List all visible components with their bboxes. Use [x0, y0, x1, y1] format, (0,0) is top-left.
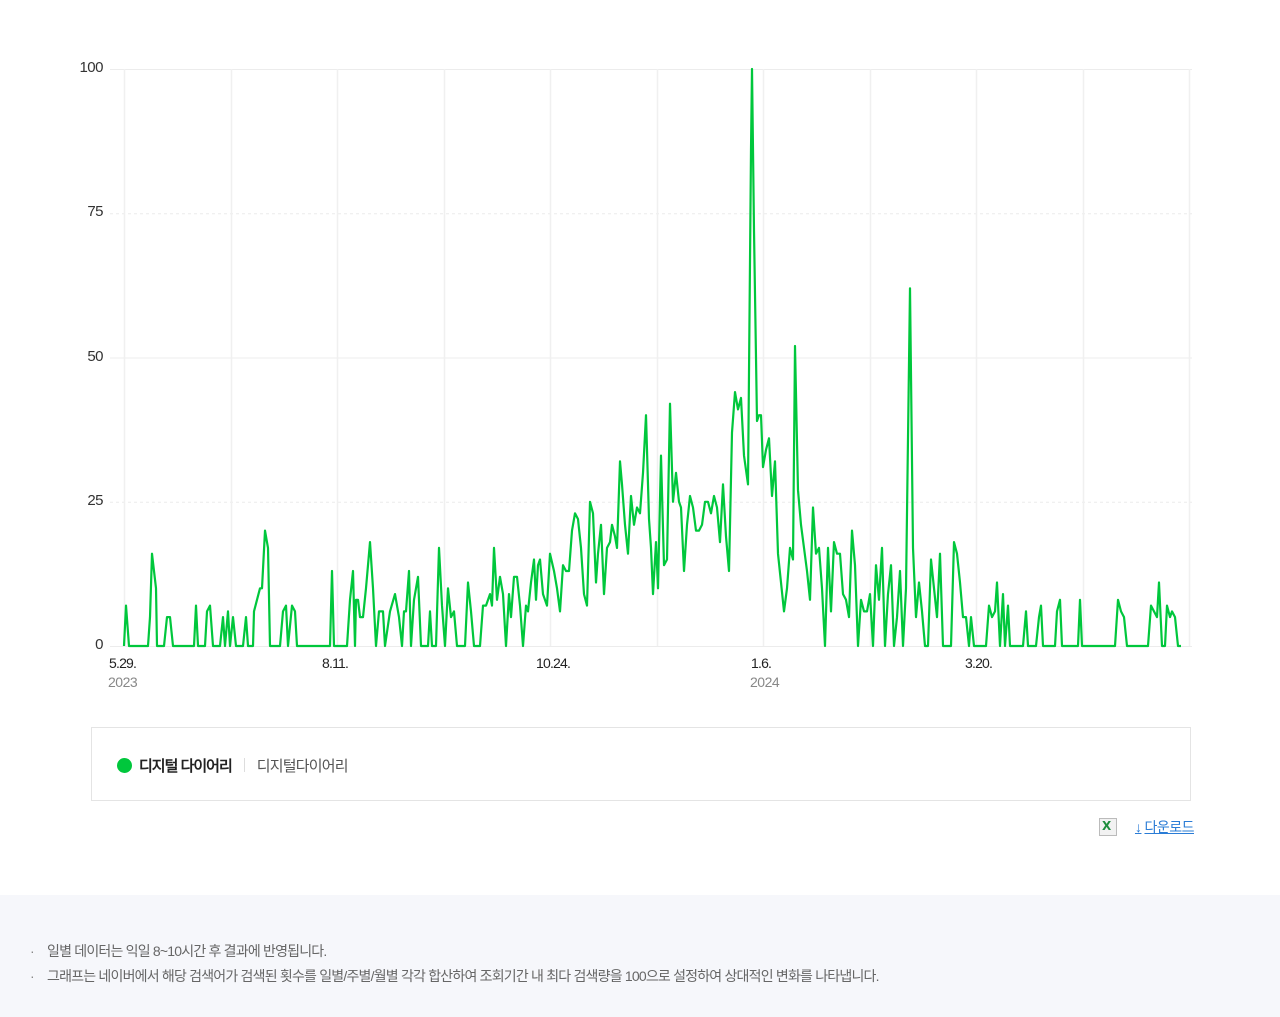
download-button[interactable]: ↓ 다운로드 — [1134, 817, 1195, 837]
note-item: 일별 데이터는 익일 8~10시간 후 결과에 반영됩니다. — [30, 939, 879, 964]
download-row: X ↓ 다운로드 — [1098, 817, 1195, 837]
y-tick-label: 100 — [79, 59, 103, 76]
x-tick-label: 10.24. — [536, 655, 571, 671]
y-tick-label: 25 — [87, 491, 103, 509]
y-tick-label: 50 — [87, 347, 103, 365]
legend-keywords: 디지털다이어리 — [256, 757, 349, 775]
legend-color-dot — [117, 757, 132, 773]
x-tick-label: 8.11. — [322, 655, 349, 671]
legend-divider — [243, 758, 245, 772]
x-tick-label: 3.20. — [965, 655, 993, 671]
series-line[interactable] — [122, 67, 1181, 648]
legend-series-name: 디지털 다이어리 — [139, 757, 233, 775]
legend-item[interactable]: 디지털 다이어리 디지털다이어리 — [117, 754, 349, 776]
chart-plot-area[interactable] — [0, 0, 1280, 720]
legend-box: 디지털 다이어리 디지털다이어리 — [91, 727, 1191, 801]
y-tick-label: 75 — [87, 203, 103, 221]
download-arrow-icon: ↓ — [1134, 819, 1142, 835]
x-tick-year: 2023 — [108, 674, 138, 690]
notes-list: 일별 데이터는 익일 8~10시간 후 결과에 반영됩니다. 그래프는 네이버에… — [30, 939, 880, 989]
x-tick-label: 5.29. — [109, 655, 137, 671]
excel-icon[interactable]: X — [1098, 818, 1117, 836]
download-label: 다운로드 — [1144, 819, 1194, 835]
y-tick-label: 0 — [95, 636, 103, 653]
note-item: 그래프는 네이버에서 해당 검색어가 검색된 횟수를 일별/주별/월별 각각 합… — [30, 964, 880, 989]
notes-section: 일별 데이터는 익일 8~10시간 후 결과에 반영됩니다. 그래프는 네이버에… — [0, 895, 1280, 1017]
x-tick-label: 1.6. — [751, 655, 772, 671]
trend-chart: 0 25 50 75 100 5.29. 2023 8.11. 10.24. 1.6. 2024 3… — [0, 0, 1280, 720]
x-tick-year: 2024 — [750, 674, 780, 690]
